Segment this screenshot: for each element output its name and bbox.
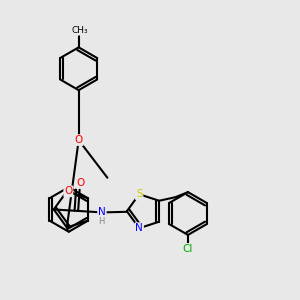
Text: N: N	[98, 207, 106, 218]
Text: Cl: Cl	[183, 244, 193, 254]
Text: O: O	[74, 135, 83, 145]
Text: O: O	[64, 186, 73, 197]
Text: N: N	[135, 223, 143, 233]
Text: S: S	[136, 189, 142, 199]
Text: CH₃: CH₃	[72, 26, 88, 34]
Text: O: O	[76, 178, 85, 188]
Text: H: H	[98, 218, 104, 226]
